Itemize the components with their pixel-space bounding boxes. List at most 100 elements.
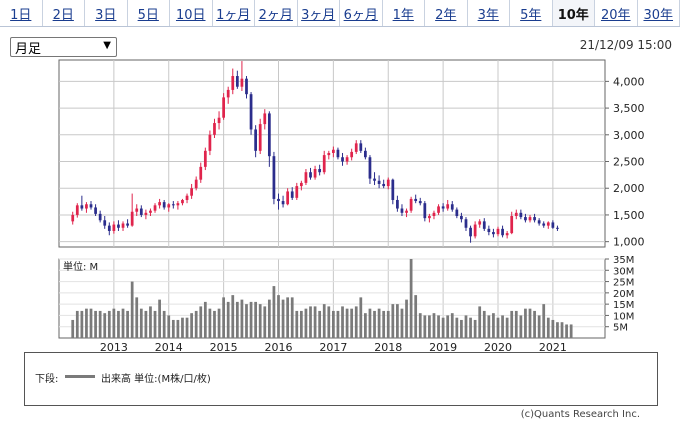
candle-body: [377, 180, 381, 184]
y-tick-label: 3,000: [613, 129, 645, 142]
candle-body: [249, 94, 253, 130]
candle-body: [341, 157, 344, 162]
candle-body: [405, 210, 408, 213]
candle-body: [537, 220, 541, 224]
candle-body: [304, 172, 308, 183]
candle-body: [258, 124, 262, 151]
candle-body: [542, 223, 546, 226]
volume-bar: [304, 308, 308, 338]
volume-bar: [290, 297, 294, 338]
tab-13[interactable]: 10年: [552, 0, 595, 26]
y-tick-label: 2,500: [613, 156, 645, 169]
volume-bar: [464, 315, 468, 338]
volume-bar: [267, 299, 271, 338]
volume-bar: [560, 322, 564, 338]
candle-body: [254, 129, 258, 151]
x-tick-label: 2014: [155, 341, 183, 354]
tab-10[interactable]: 2年: [425, 0, 468, 26]
volume-bar: [94, 310, 97, 338]
volume-bar: [327, 306, 331, 338]
volume-bar: [208, 308, 212, 338]
volume-bar: [199, 306, 203, 338]
tab-0[interactable]: 1日: [0, 0, 43, 26]
candle-body: [190, 188, 193, 196]
candle-body: [85, 204, 88, 209]
price-panel: [58, 59, 606, 248]
period-tabs: 1日 2日 3日 5日 10日 1ヶ月 2ヶ月 3ヶ月 6ヶ月 1年 2年 3年 5年 10年 20年 30年: [0, 0, 680, 27]
candle-body: [107, 225, 111, 231]
tab-14[interactable]: 20年: [595, 0, 638, 26]
candle-body: [171, 204, 175, 206]
candle-body: [80, 205, 84, 209]
volume-bar: [405, 299, 408, 338]
candle-body: [382, 183, 386, 187]
candle-body: [89, 204, 93, 208]
volume-bar: [565, 324, 568, 338]
candle-body: [510, 216, 514, 234]
volume-tick-label: 30M: [613, 266, 634, 277]
tab-11[interactable]: 3年: [468, 0, 510, 26]
volume-bar: [469, 317, 472, 338]
candle-body: [226, 89, 230, 98]
y-tick-label: 1,500: [613, 209, 645, 222]
candle-body: [396, 199, 399, 209]
volume-bar: [231, 295, 235, 338]
tab-2[interactable]: 3日: [85, 0, 128, 26]
volume-bar: [345, 308, 349, 338]
candle-body: [364, 150, 367, 158]
volume-bar: [313, 306, 317, 338]
candle-body: [162, 202, 166, 208]
period-select[interactable]: 月足 ▼: [10, 37, 117, 57]
candle-body: [203, 150, 207, 167]
legend-volume-label: 出来高 単位:(M株/口/枚): [101, 374, 211, 385]
volume-bar: [309, 306, 312, 338]
candle-body: [75, 205, 79, 215]
volume-bar: [144, 310, 148, 338]
volume-bar: [373, 310, 376, 338]
candle-body: [414, 198, 418, 202]
tab-6[interactable]: 2ヶ月: [255, 0, 298, 26]
candle-body: [217, 117, 221, 124]
chevron-down-icon: ▼: [103, 40, 111, 51]
volume-bar: [533, 310, 536, 338]
candle-body: [94, 207, 97, 214]
candle-body: [185, 195, 189, 200]
candle-body: [153, 205, 157, 211]
volume-bar: [103, 313, 107, 338]
tab-7[interactable]: 3ヶ月: [298, 0, 340, 26]
candle-body: [277, 198, 280, 202]
legend-volume-swatch: [65, 375, 95, 378]
tab-12[interactable]: 5年: [510, 0, 553, 26]
candle-body: [446, 204, 450, 209]
candle-body: [551, 222, 555, 228]
volume-bar: [569, 324, 573, 338]
tab-8[interactable]: 6ヶ月: [340, 0, 383, 26]
tab-1[interactable]: 2日: [43, 0, 85, 26]
volume-bar: [85, 308, 88, 338]
candle-body: [496, 228, 500, 235]
volume-bar: [432, 313, 436, 338]
volume-bar: [551, 319, 555, 338]
tab-4[interactable]: 10日: [170, 0, 213, 26]
volume-bar: [117, 310, 120, 338]
candle-body: [126, 223, 129, 226]
tab-3[interactable]: 5日: [128, 0, 170, 26]
volume-bar: [386, 310, 390, 338]
candle-body: [176, 203, 180, 206]
candle-body: [272, 156, 276, 199]
candle-body: [295, 186, 299, 198]
tab-5[interactable]: 1ヶ月: [213, 0, 255, 26]
candle-body: [473, 224, 477, 237]
volume-bar: [98, 310, 102, 338]
volume-bar: [409, 259, 413, 338]
tab-9[interactable]: 1年: [383, 0, 425, 26]
volume-bar: [428, 315, 431, 338]
volume-bar: [222, 297, 225, 338]
volume-bar: [364, 313, 367, 338]
volume-bar: [450, 313, 454, 338]
volume-bar: [318, 310, 322, 338]
candle-body: [345, 157, 349, 162]
volume-bar: [171, 319, 175, 338]
candle-body: [263, 113, 267, 125]
volume-bar: [322, 304, 326, 338]
